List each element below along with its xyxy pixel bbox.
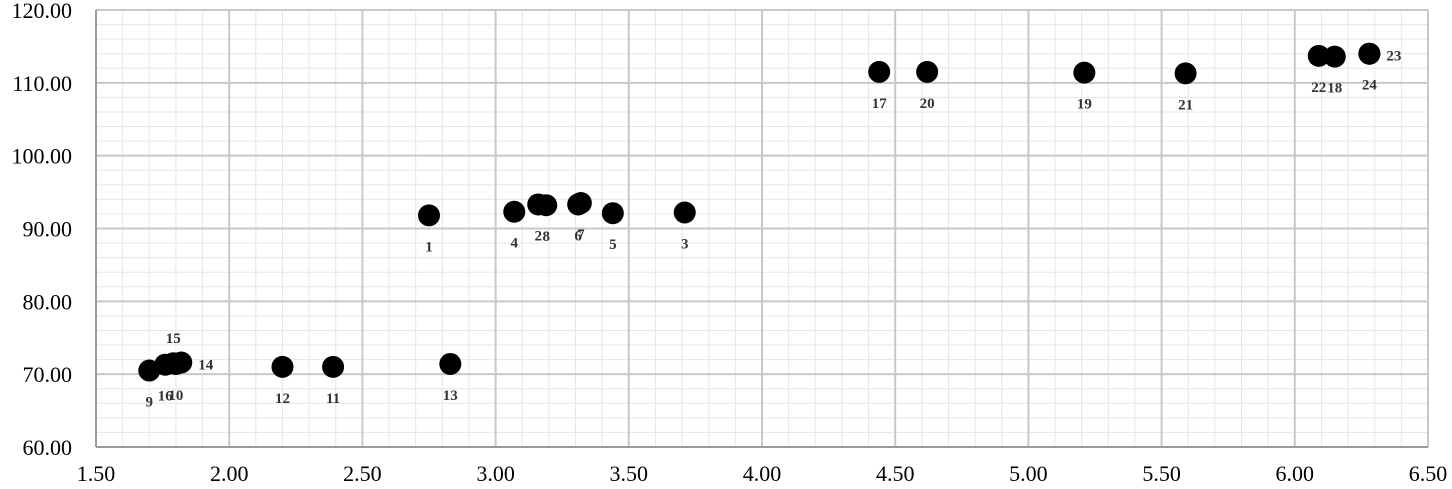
data-point-11 [322, 355, 345, 378]
y-tick-label: 120.00 [12, 0, 73, 23]
y-axis-tick-labels: 60.00 70.00 80.00 90.00 100.00 110.00 120.00 [12, 0, 73, 460]
point-label-10: 10 [168, 388, 183, 404]
data-point-17 [868, 60, 891, 83]
point-label-15: 15 [166, 331, 181, 347]
data-point-13 [439, 352, 462, 375]
point-label-20: 20 [920, 96, 935, 112]
point-label-2: 2 [534, 228, 542, 244]
y-tick-label: 70.00 [23, 362, 73, 387]
x-tick-label: 6.50 [1409, 461, 1448, 486]
axes [95, 10, 1428, 448]
point-label-1: 1 [425, 239, 433, 255]
x-tick-label: 5.50 [1142, 461, 1181, 486]
major-grid [95, 9, 1429, 448]
y-tick-label: 100.00 [12, 144, 73, 169]
point-label-23: 23 [1386, 49, 1401, 65]
point-label-13: 13 [443, 388, 458, 404]
y-tick-label: 110.00 [12, 71, 72, 96]
data-point-22 [1307, 44, 1330, 67]
data-point-12 [271, 355, 294, 378]
data-point-20 [916, 60, 939, 83]
x-tick-label: 2.00 [210, 461, 249, 486]
x-tick-label: 5.00 [1009, 461, 1048, 486]
point-label-21: 21 [1178, 97, 1193, 113]
point-label-8: 8 [542, 229, 550, 245]
x-axis-tick-labels: 1.50 2.00 2.50 3.00 3.50 4.00 4.50 5.00 5.50 6.00… [77, 461, 1448, 486]
point-label-16: 16 [158, 389, 174, 405]
point-label-24: 24 [1362, 78, 1378, 94]
data-point-1 [418, 204, 440, 227]
point-label-14: 14 [198, 358, 214, 374]
point-label-11: 11 [326, 391, 340, 407]
data-point-5 [601, 202, 624, 225]
point-label-4: 4 [510, 236, 518, 252]
point-label-12: 12 [275, 391, 290, 407]
data-point-18 [1323, 45, 1346, 68]
data-point-16 [154, 353, 177, 376]
x-tick-label: 6.00 [1276, 461, 1315, 486]
x-tick-label: 4.50 [876, 461, 915, 486]
data-point-21 [1174, 62, 1197, 85]
y-tick-label: 90.00 [23, 217, 73, 242]
data-point-4 [503, 200, 526, 223]
point-label-5: 5 [609, 237, 617, 253]
data-point-3 [673, 201, 696, 224]
point-label-18: 18 [1327, 81, 1342, 97]
x-tick-label: 3.00 [476, 461, 515, 486]
data-points [138, 42, 1381, 382]
x-tick-label: 2.50 [343, 461, 382, 486]
x-tick-label: 4.00 [743, 461, 782, 486]
point-label-22: 22 [1311, 80, 1326, 96]
point-label-3: 3 [681, 236, 689, 252]
data-point-24 [1358, 42, 1381, 65]
point-label-9: 9 [146, 395, 154, 411]
point-label-19: 19 [1077, 97, 1092, 113]
point-label-6: 6 [574, 228, 582, 244]
x-tick-label: 3.50 [610, 461, 649, 486]
y-tick-label: 80.00 [23, 289, 73, 314]
data-point-19 [1073, 61, 1096, 84]
point-label-7: 7 [577, 227, 585, 243]
point-label-17: 17 [872, 96, 888, 112]
data-point-7 [569, 192, 592, 215]
y-tick-label: 60.00 [23, 435, 73, 460]
data-point-8 [535, 194, 558, 217]
x-tick-label: 1.50 [77, 461, 116, 486]
